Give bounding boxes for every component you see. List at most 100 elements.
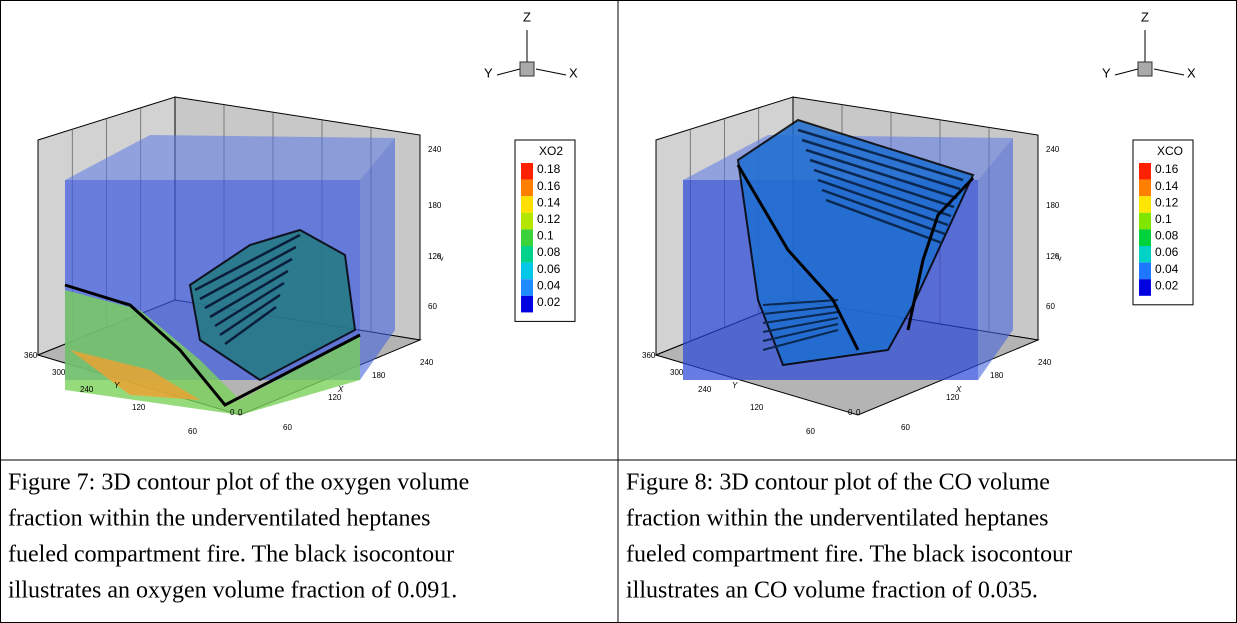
legend-label: 0.04 bbox=[1155, 262, 1179, 276]
y-axis-label: Y bbox=[114, 381, 120, 390]
z-axis-label: Z bbox=[1053, 253, 1064, 263]
iso-band bbox=[762, 299, 839, 306]
y-tick-label: 120 bbox=[132, 403, 146, 412]
y-tick-label: 0 bbox=[848, 408, 853, 417]
z-tick-label: 60 bbox=[1046, 302, 1055, 311]
y-tick-label: 60 bbox=[806, 427, 815, 436]
legend-swatch bbox=[521, 179, 533, 197]
iso-band bbox=[219, 293, 281, 337]
x-tick-label: 60 bbox=[901, 423, 910, 432]
triad-y bbox=[496, 68, 521, 76]
legend-swatch bbox=[1139, 262, 1151, 280]
legend-label: 0.14 bbox=[537, 195, 561, 209]
iso-band bbox=[762, 329, 839, 351]
isocontour bbox=[906, 176, 975, 331]
iso-band bbox=[801, 138, 961, 191]
triad-cube bbox=[1137, 61, 1153, 77]
iso-band bbox=[797, 128, 964, 182]
triad-x-label: X bbox=[1187, 65, 1196, 80]
iso-band bbox=[762, 311, 839, 324]
volume-side bbox=[360, 138, 395, 380]
triad-y-label: Y bbox=[484, 65, 493, 80]
legend-title: XCO bbox=[1157, 144, 1183, 158]
y-tick-label: 360 bbox=[642, 351, 656, 360]
legend-label: 0.02 bbox=[1155, 278, 1179, 292]
legend-label: 0.02 bbox=[537, 295, 561, 309]
legend-swatch bbox=[1139, 163, 1151, 180]
caption-line: fraction within the underventilated hept… bbox=[8, 506, 431, 532]
iso-band bbox=[214, 281, 285, 328]
legend-label: 0.16 bbox=[537, 179, 561, 193]
figure: 240 180 120 60 360 300 240 120 60 0 0 60 120 180 240 Z Y… bbox=[8, 9, 578, 603]
triad-y bbox=[1114, 68, 1139, 76]
legend-label: 0.16 bbox=[1155, 162, 1179, 176]
legend-label: 0.06 bbox=[1155, 245, 1179, 259]
y-tick-label: 360 bbox=[24, 351, 38, 360]
legend-label: 0.1 bbox=[1155, 212, 1172, 226]
z-tick-label: 60 bbox=[428, 302, 437, 311]
iso-band bbox=[762, 305, 839, 315]
volume-side bbox=[978, 138, 1013, 380]
iso-band bbox=[813, 168, 952, 218]
y-tick-label: 240 bbox=[80, 385, 94, 394]
y-tick-label: 300 bbox=[52, 368, 66, 377]
x-axis-label: X bbox=[337, 385, 344, 394]
iso-band bbox=[194, 233, 301, 292]
triad-z-label: Z bbox=[523, 9, 531, 24]
iso-band bbox=[762, 317, 839, 333]
caption-line: Figure 7: 3D contour plot of the oxygen … bbox=[8, 470, 469, 496]
iso-band bbox=[817, 178, 949, 227]
legend-label: 0.18 bbox=[537, 162, 561, 176]
triad-x bbox=[535, 68, 567, 76]
x-tick-label: 180 bbox=[990, 371, 1004, 380]
iso-band bbox=[224, 305, 277, 346]
y-tick-label: 0 bbox=[230, 408, 235, 417]
iso-band bbox=[209, 269, 289, 319]
caption-line: illustrates an CO volume fraction of 0.0… bbox=[626, 578, 1038, 604]
triad-y-label: Y bbox=[1102, 65, 1111, 80]
z-tick-label: 240 bbox=[1046, 145, 1060, 154]
legend-label: 0.12 bbox=[537, 212, 561, 226]
triad-x-label: X bbox=[569, 65, 578, 80]
iso-band bbox=[809, 158, 955, 209]
triad-z-label: Z bbox=[1141, 9, 1149, 24]
z-tick-label: 240 bbox=[428, 145, 442, 154]
iso-band bbox=[762, 323, 839, 342]
legend-label: 0.06 bbox=[537, 262, 561, 276]
x-tick-label: 120 bbox=[328, 393, 342, 402]
y-tick-label: 60 bbox=[188, 427, 197, 436]
legend-swatch bbox=[521, 212, 533, 230]
y-axis-label: Y bbox=[732, 381, 738, 390]
isocontour bbox=[736, 164, 860, 351]
caption-line: fraction within the underventilated hept… bbox=[626, 506, 1049, 532]
legend-label: 0.14 bbox=[1155, 179, 1179, 193]
legend-swatch bbox=[521, 246, 533, 263]
z-axis-label: Z bbox=[435, 253, 446, 263]
legend-label: 0.12 bbox=[1155, 195, 1179, 209]
legend-swatch bbox=[1139, 196, 1151, 213]
legend-label: 0.04 bbox=[537, 278, 561, 292]
legend-swatch bbox=[1139, 212, 1151, 230]
triad-cube bbox=[519, 61, 535, 77]
legend-swatch bbox=[1139, 179, 1151, 197]
legend-swatch bbox=[1139, 246, 1151, 263]
triad-x bbox=[1153, 68, 1185, 76]
caption-line: Figure 8: 3D contour plot of the CO volu… bbox=[626, 470, 1050, 496]
y-tick-label: 300 bbox=[670, 368, 684, 377]
z-tick-label: 120 bbox=[428, 252, 442, 261]
x-tick-label: 0 bbox=[238, 408, 243, 417]
legend-swatch bbox=[1139, 279, 1151, 296]
x-tick-label: 120 bbox=[946, 393, 960, 402]
x-tick-label: 60 bbox=[283, 423, 292, 432]
legend-label: 0.1 bbox=[537, 229, 554, 243]
iso-band bbox=[805, 148, 958, 200]
y-tick-label: 240 bbox=[698, 385, 712, 394]
legend-title: XO2 bbox=[539, 144, 563, 158]
z-tick-label: 180 bbox=[1046, 201, 1060, 210]
x-tick-label: 240 bbox=[420, 358, 434, 367]
volume-top bbox=[65, 135, 395, 180]
iso-band bbox=[821, 188, 946, 236]
x-axis-label: X bbox=[955, 385, 962, 394]
